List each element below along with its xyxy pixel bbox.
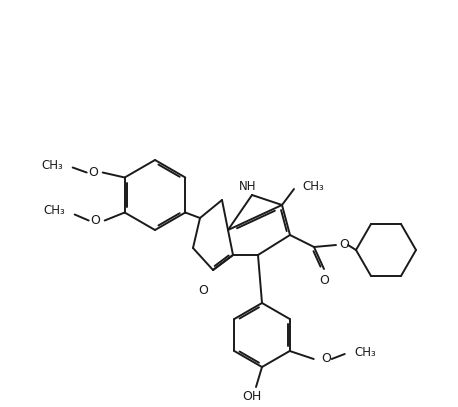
Text: CH₃: CH₃	[302, 180, 324, 193]
Text: O: O	[339, 239, 349, 252]
Text: CH₃: CH₃	[43, 204, 65, 217]
Text: NH: NH	[239, 180, 257, 193]
Text: OH: OH	[242, 390, 262, 403]
Text: O: O	[319, 274, 329, 287]
Text: O: O	[198, 284, 208, 297]
Text: O: O	[321, 352, 331, 365]
Text: O: O	[90, 214, 100, 227]
Text: CH₃: CH₃	[354, 346, 376, 359]
Text: O: O	[88, 166, 98, 179]
Text: CH₃: CH₃	[41, 159, 63, 172]
